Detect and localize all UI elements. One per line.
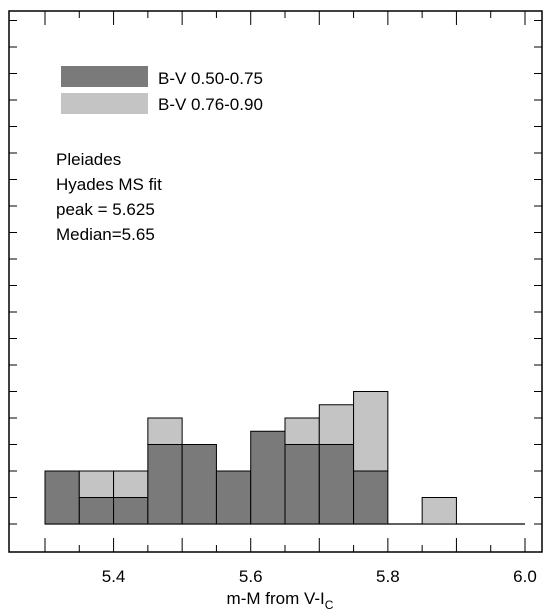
bar-bv-076-090-bin-7: [284, 417, 320, 445]
bar-bv-076-090-bin-1: [78, 470, 115, 498]
annotation-line-3: Median=5.65: [56, 225, 155, 244]
x-axis-title: m-M from V-IC: [227, 589, 334, 612]
legend: B-V 0.50-0.75 B-V 0.76-0.90: [61, 66, 263, 114]
annotation-line-0: Pleiades: [56, 150, 121, 169]
legend-swatch-0: [61, 66, 148, 87]
legend-swatch-1: [61, 93, 148, 114]
bar-bv-050-075-bin-7: [284, 444, 320, 525]
bar-bv-076-090-bin-9: [353, 391, 389, 472]
histogram-bars: [44, 391, 525, 525]
plot-frame: [8, 10, 543, 553]
bar-bv-050-075-bin-9: [353, 470, 389, 525]
bar-bv-050-075-bin-0: [44, 470, 80, 525]
x-axis-title-subscript: C: [325, 598, 334, 612]
bar-bv-050-075-bin-2: [113, 497, 149, 525]
x-tick-labels: 5.4 5.6 5.8 6.0: [102, 567, 537, 586]
x-tick-label: 6.0: [513, 567, 537, 586]
annotation-line-1: Hyades MS fit: [56, 175, 162, 194]
x-axis-title-main: m-M from V-I: [227, 589, 325, 608]
x-tick-label: 5.8: [376, 567, 400, 586]
bar-bv-050-075-bin-1: [78, 497, 115, 525]
bar-bv-050-075-bin-8: [318, 444, 355, 525]
x-tick-label: 5.6: [239, 567, 263, 586]
annotation-block: Pleiades Hyades MS fit peak = 5.625 Medi…: [56, 150, 162, 244]
bar-bv-076-090-bin-3: [147, 417, 183, 445]
x-tick-label: 5.4: [102, 567, 126, 586]
bar-bv-050-075-bin-3: [147, 444, 183, 525]
bar-bv-076-090-bin-11: [421, 497, 457, 525]
bar-bv-050-075-bin-6: [250, 430, 286, 525]
legend-label-0: B-V 0.50-0.75: [158, 69, 263, 88]
legend-label-1: B-V 0.76-0.90: [158, 95, 263, 114]
bar-bv-050-075-bin-4: [181, 444, 217, 525]
bar-bv-050-075-bin-5: [215, 470, 252, 525]
bar-bv-076-090-bin-2: [113, 470, 149, 498]
bar-bv-076-090-bin-8: [318, 404, 355, 445]
annotation-line-2: peak = 5.625: [56, 200, 155, 219]
axis-ticks: [9, 11, 542, 552]
